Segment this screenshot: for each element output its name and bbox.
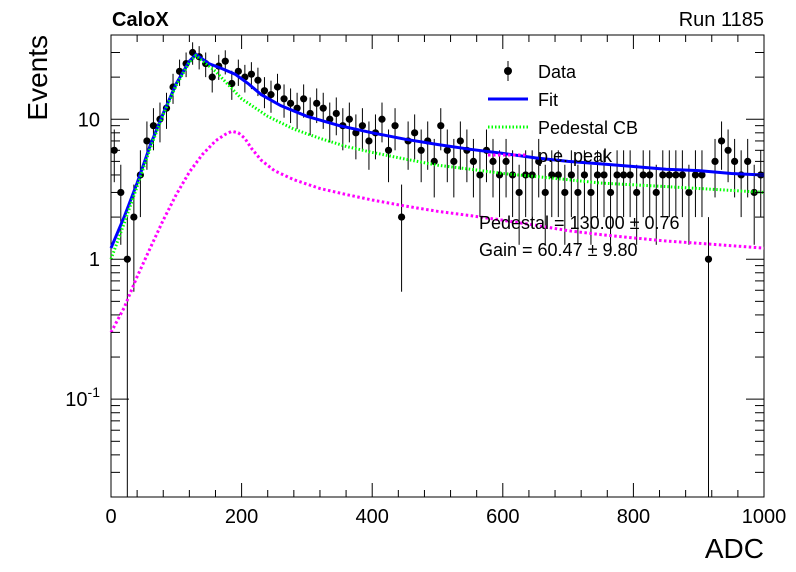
legend-label: Fit bbox=[538, 90, 558, 110]
data-point bbox=[280, 95, 288, 103]
data-point bbox=[469, 157, 478, 165]
data-point bbox=[384, 146, 393, 154]
x-axis-label: ADC bbox=[705, 533, 764, 564]
data-point bbox=[561, 188, 569, 197]
data-point bbox=[724, 146, 732, 154]
y-tick-label: 10 bbox=[78, 109, 100, 131]
legend-item-p-e-peak: p.e. peak bbox=[488, 146, 613, 166]
legend-item-data: Data bbox=[504, 61, 577, 82]
data-point bbox=[574, 188, 582, 197]
data-point bbox=[515, 188, 523, 197]
data-point bbox=[430, 157, 438, 165]
data-point bbox=[554, 171, 562, 179]
data-point bbox=[613, 171, 621, 179]
legend-label: Pedestal CB bbox=[538, 118, 638, 138]
data-point bbox=[665, 171, 673, 179]
data-point bbox=[672, 171, 680, 179]
data-point bbox=[567, 171, 575, 179]
x-tick-label: 800 bbox=[617, 506, 650, 528]
data-point bbox=[332, 109, 340, 118]
data-point bbox=[620, 171, 628, 179]
data-point bbox=[476, 171, 484, 179]
data-point bbox=[633, 188, 641, 197]
legend-label: Data bbox=[538, 62, 577, 82]
y-axis-label: Events bbox=[22, 35, 53, 121]
data-point bbox=[639, 171, 647, 179]
data-point bbox=[319, 104, 327, 112]
data-point bbox=[313, 99, 321, 107]
data-point bbox=[580, 171, 589, 179]
data-point bbox=[659, 171, 667, 179]
data-point bbox=[143, 137, 151, 145]
data-point bbox=[587, 188, 595, 197]
data-point bbox=[744, 157, 752, 165]
data-point bbox=[149, 122, 158, 130]
data-point bbox=[600, 171, 608, 179]
axes-layer: 0 200 400 600 800 1000 10-1 1 10 bbox=[65, 34, 787, 528]
data-point bbox=[450, 157, 458, 165]
legend: Data Fit Pedestal CB p.e. peak bbox=[488, 61, 638, 166]
data-point bbox=[286, 99, 295, 107]
data-point bbox=[267, 91, 275, 99]
data-point bbox=[437, 122, 445, 130]
run-label: Run 1185 bbox=[679, 9, 764, 31]
x-tick-label: 600 bbox=[486, 506, 519, 528]
x-tick-label: 0 bbox=[105, 506, 116, 528]
data-point bbox=[260, 87, 269, 95]
data-point bbox=[391, 122, 399, 130]
data-point bbox=[593, 171, 602, 179]
legend-marker bbox=[504, 67, 512, 75]
series-fit bbox=[109, 52, 765, 249]
legend-item-pedestal-cb: Pedestal CB bbox=[488, 118, 638, 138]
data-point bbox=[489, 157, 497, 165]
data-point bbox=[704, 255, 713, 263]
data-point bbox=[130, 213, 138, 221]
data-point bbox=[117, 188, 125, 197]
data-point bbox=[365, 137, 373, 145]
y-tick-label: 1 bbox=[89, 249, 100, 271]
data-point bbox=[711, 157, 719, 165]
data-point bbox=[646, 171, 654, 179]
data-point bbox=[397, 213, 406, 221]
data-point bbox=[411, 129, 419, 137]
series-p-e-peak bbox=[109, 129, 765, 334]
data-point bbox=[691, 171, 700, 179]
data-point bbox=[717, 137, 726, 145]
data-point bbox=[273, 83, 282, 91]
data-point bbox=[606, 188, 615, 197]
y-tick-label: 10-1 bbox=[65, 384, 100, 411]
data-point bbox=[541, 188, 549, 197]
data-point bbox=[685, 188, 693, 197]
data-point bbox=[221, 57, 229, 65]
fit-result-pedestal: Pedestal = 130.00 ± 0.76 bbox=[479, 213, 680, 233]
data-point bbox=[698, 171, 706, 179]
x-tick-label: 1000 bbox=[742, 506, 787, 528]
data-point bbox=[652, 188, 660, 197]
data-point bbox=[456, 137, 464, 145]
plot-frame bbox=[110, 34, 765, 498]
series-pedestal-cb bbox=[109, 53, 765, 260]
data-point bbox=[443, 146, 451, 154]
fit-result-gain: Gain = 60.47 ± 9.80 bbox=[479, 240, 638, 260]
data-point bbox=[234, 67, 242, 75]
legend-item-fit: Fit bbox=[488, 90, 558, 110]
data-point bbox=[254, 76, 262, 84]
data-point bbox=[345, 115, 353, 123]
x-tick-label: 200 bbox=[225, 506, 258, 528]
data-point bbox=[358, 122, 367, 130]
legend-label: p.e. peak bbox=[538, 146, 613, 166]
data-point bbox=[678, 171, 686, 179]
experiment-label: CaloX bbox=[112, 9, 169, 31]
data-point bbox=[378, 115, 386, 123]
data-point bbox=[502, 157, 510, 165]
data-point bbox=[300, 95, 308, 103]
x-tick-label: 400 bbox=[356, 506, 389, 528]
data-point bbox=[731, 157, 739, 165]
data-point bbox=[247, 70, 255, 78]
data-point bbox=[417, 146, 425, 154]
data-point bbox=[208, 73, 216, 81]
data-point bbox=[626, 171, 634, 179]
data-layer bbox=[109, 42, 765, 497]
